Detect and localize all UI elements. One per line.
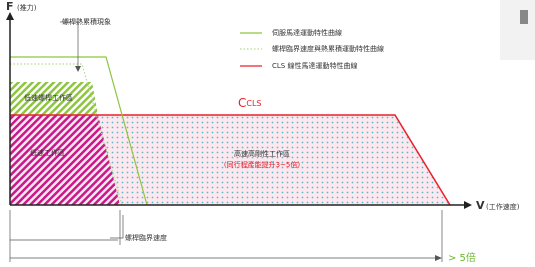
region-label: 高速高剛性工作區 bbox=[234, 149, 290, 158]
heat-callout: 螺桿熱累積現象 bbox=[62, 17, 111, 26]
legend-item: 伺服馬達運動特性曲線 bbox=[272, 28, 342, 37]
x-arrow bbox=[464, 201, 472, 209]
callout-arrow bbox=[75, 66, 81, 72]
dim-arrow bbox=[435, 255, 442, 261]
region-label: 低速工作區 bbox=[30, 148, 65, 157]
y-arrow bbox=[6, 12, 14, 20]
callout-line bbox=[60, 22, 78, 68]
region-note: (同行程產能提升3~5倍) bbox=[224, 160, 301, 169]
legend-item: 螺桿臨界速度與熱累積運動特性曲線 bbox=[272, 44, 384, 53]
diagram: F (推力) V (工作速度) 螺桿熱累積現象 伺服馬達運動特性曲線 螺桿臨界速… bbox=[0, 0, 535, 267]
cropped-image bbox=[500, 0, 535, 60]
callout-line bbox=[110, 215, 123, 238]
region-label: 低速螺桿工作區 bbox=[24, 93, 73, 102]
curve-label-sub: CLS bbox=[246, 99, 261, 108]
ratio-callout: > 5倍 bbox=[448, 251, 476, 264]
curve-label: CCLS bbox=[238, 96, 262, 110]
critical-callout: 螺桿臨界速度 bbox=[125, 233, 167, 242]
x-label: V bbox=[476, 199, 485, 212]
legend-item: CLS 線性馬達運動特性曲線 bbox=[272, 61, 357, 70]
curve-label-main: C bbox=[238, 96, 246, 110]
y-label: F bbox=[6, 0, 14, 13]
y-unit: (推力) bbox=[17, 3, 37, 12]
cropped-image-part bbox=[520, 10, 528, 24]
high-region bbox=[95, 115, 450, 205]
x-unit: (工作速度) bbox=[486, 202, 520, 211]
